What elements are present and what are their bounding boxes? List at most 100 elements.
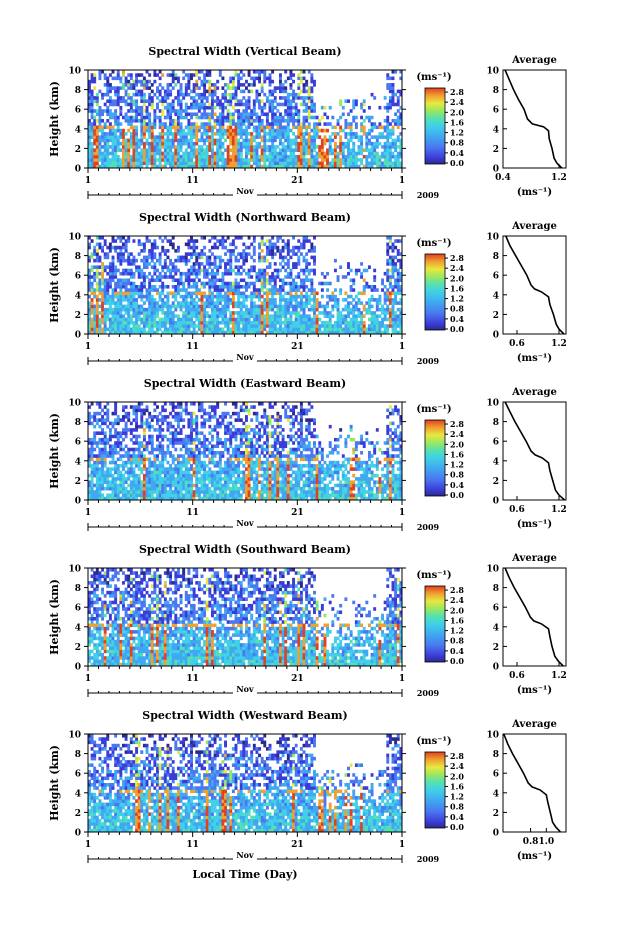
- heatmap-cell: [176, 258, 180, 263]
- heatmap-cell: [399, 92, 403, 97]
- heatmap-cell: [399, 145, 403, 149]
- heatmap-cell: [161, 330, 165, 335]
- heatmap-cell: [153, 92, 157, 97]
- heatmap-cell: [396, 275, 400, 279]
- heatmap-cell: [179, 278, 183, 283]
- heatmap-cell: [103, 73, 107, 77]
- heatmap-cell: [299, 145, 303, 149]
- heatmap-cell: [124, 89, 128, 94]
- heatmap-cell: [158, 99, 162, 103]
- heatmap-cell: [124, 320, 128, 325]
- heatmap-cell: [299, 158, 303, 162]
- heatmap-cell: [208, 262, 212, 266]
- heatmap-cell: [119, 431, 123, 435]
- heatmap-cell: [347, 158, 350, 162]
- heatmap-cell: [286, 161, 290, 166]
- heatmap-cell: [190, 138, 193, 143]
- heatmap-cell: [182, 164, 186, 169]
- heatmap-cell: [394, 324, 398, 328]
- heatmap-cell: [294, 245, 298, 250]
- heatmap-cell: [98, 320, 102, 325]
- heatmap-cell: [93, 431, 97, 435]
- heatmap-cell: [122, 128, 125, 133]
- heatmap-cell: [179, 89, 183, 94]
- heatmap-cell: [88, 268, 91, 273]
- heatmap-cell: [132, 330, 136, 335]
- heatmap-cell: [347, 154, 350, 159]
- heatmap-cell: [305, 285, 309, 289]
- heatmap-cell: [195, 135, 199, 139]
- heatmap-cell: [347, 151, 350, 156]
- heatmap-cell: [140, 271, 144, 276]
- profile-frame: [502, 235, 567, 335]
- heatmap-cell: [242, 317, 246, 322]
- heatmap-cell: [302, 115, 306, 120]
- heatmap-cell: [391, 164, 395, 169]
- heatmap-cell: [305, 314, 309, 318]
- heatmap-cell: [182, 314, 186, 318]
- heatmap-cell: [279, 324, 282, 328]
- heatmap-cell: [210, 252, 214, 256]
- heatmap-cell: [176, 324, 180, 328]
- heatmap-cell: [281, 141, 285, 146]
- heatmap-cell: [294, 285, 298, 289]
- heatmap-cell: [226, 158, 230, 162]
- heatmap-cell: [184, 115, 188, 120]
- heatmap-cell: [192, 164, 196, 169]
- heatmap-cell: [260, 271, 264, 276]
- heatmap-cell: [216, 245, 220, 250]
- heatmap-cell: [190, 271, 193, 276]
- heatmap-cell: [205, 154, 209, 159]
- heatmap-cell: [101, 164, 104, 169]
- heatmap-cell: [203, 83, 207, 87]
- heatmap-cell: [90, 122, 94, 126]
- heatmap-cell: [114, 324, 118, 328]
- heatmap-cell: [124, 76, 128, 81]
- heatmap-cell: [360, 324, 364, 328]
- panel-title: Spectral Width (Northward Beam): [139, 211, 351, 224]
- heatmap-cell: [394, 119, 398, 123]
- heatmap-cell: [187, 330, 191, 335]
- heatmap-cell: [88, 480, 91, 484]
- heatmap-cell: [122, 294, 125, 299]
- heatmap-cell: [242, 96, 246, 100]
- heatmap-cell: [106, 441, 110, 445]
- heatmap-cell: [174, 112, 178, 117]
- heatmap-cell: [114, 405, 118, 409]
- heatmap-cell: [95, 327, 99, 332]
- heatmap-cell: [231, 83, 235, 87]
- heatmap-cell: [116, 125, 120, 130]
- heatmap-cell: [226, 109, 230, 113]
- heatmap-cell: [273, 148, 277, 152]
- heatmap-cell: [310, 281, 314, 286]
- heatmap-cell: [208, 128, 212, 133]
- heatmap-cell: [111, 268, 115, 273]
- heatmap-cell: [208, 135, 212, 139]
- heatmap-cell: [129, 138, 133, 143]
- heatmap-cell: [95, 301, 99, 305]
- heatmap-cell: [370, 314, 374, 318]
- heatmap-cell: [386, 151, 390, 156]
- heatmap-cell: [265, 288, 269, 292]
- heatmap-cell: [127, 73, 131, 77]
- heatmap-cell: [239, 125, 243, 130]
- heatmap-cell: [88, 236, 91, 240]
- heatmap-cell: [320, 141, 324, 146]
- heatmap-cell: [111, 311, 115, 315]
- heatmap-cell: [161, 285, 165, 289]
- heatmap-cell: [127, 324, 131, 328]
- heatmap-cell: [135, 151, 139, 156]
- heatmap-cell: [203, 304, 207, 309]
- heatmap-cell: [370, 158, 374, 162]
- heatmap-cell: [122, 285, 125, 289]
- heatmap-cell: [313, 245, 316, 250]
- heatmap-cell: [132, 125, 136, 130]
- heatmap-cell: [328, 161, 332, 166]
- heatmap-cell: [116, 138, 120, 143]
- heatmap-cell: [339, 115, 343, 120]
- heatmap-cell: [279, 268, 282, 273]
- heatmap-cell: [289, 102, 293, 107]
- heatmap-cell: [333, 304, 337, 309]
- heatmap-cell: [336, 317, 340, 322]
- heatmap-cell: [93, 473, 97, 478]
